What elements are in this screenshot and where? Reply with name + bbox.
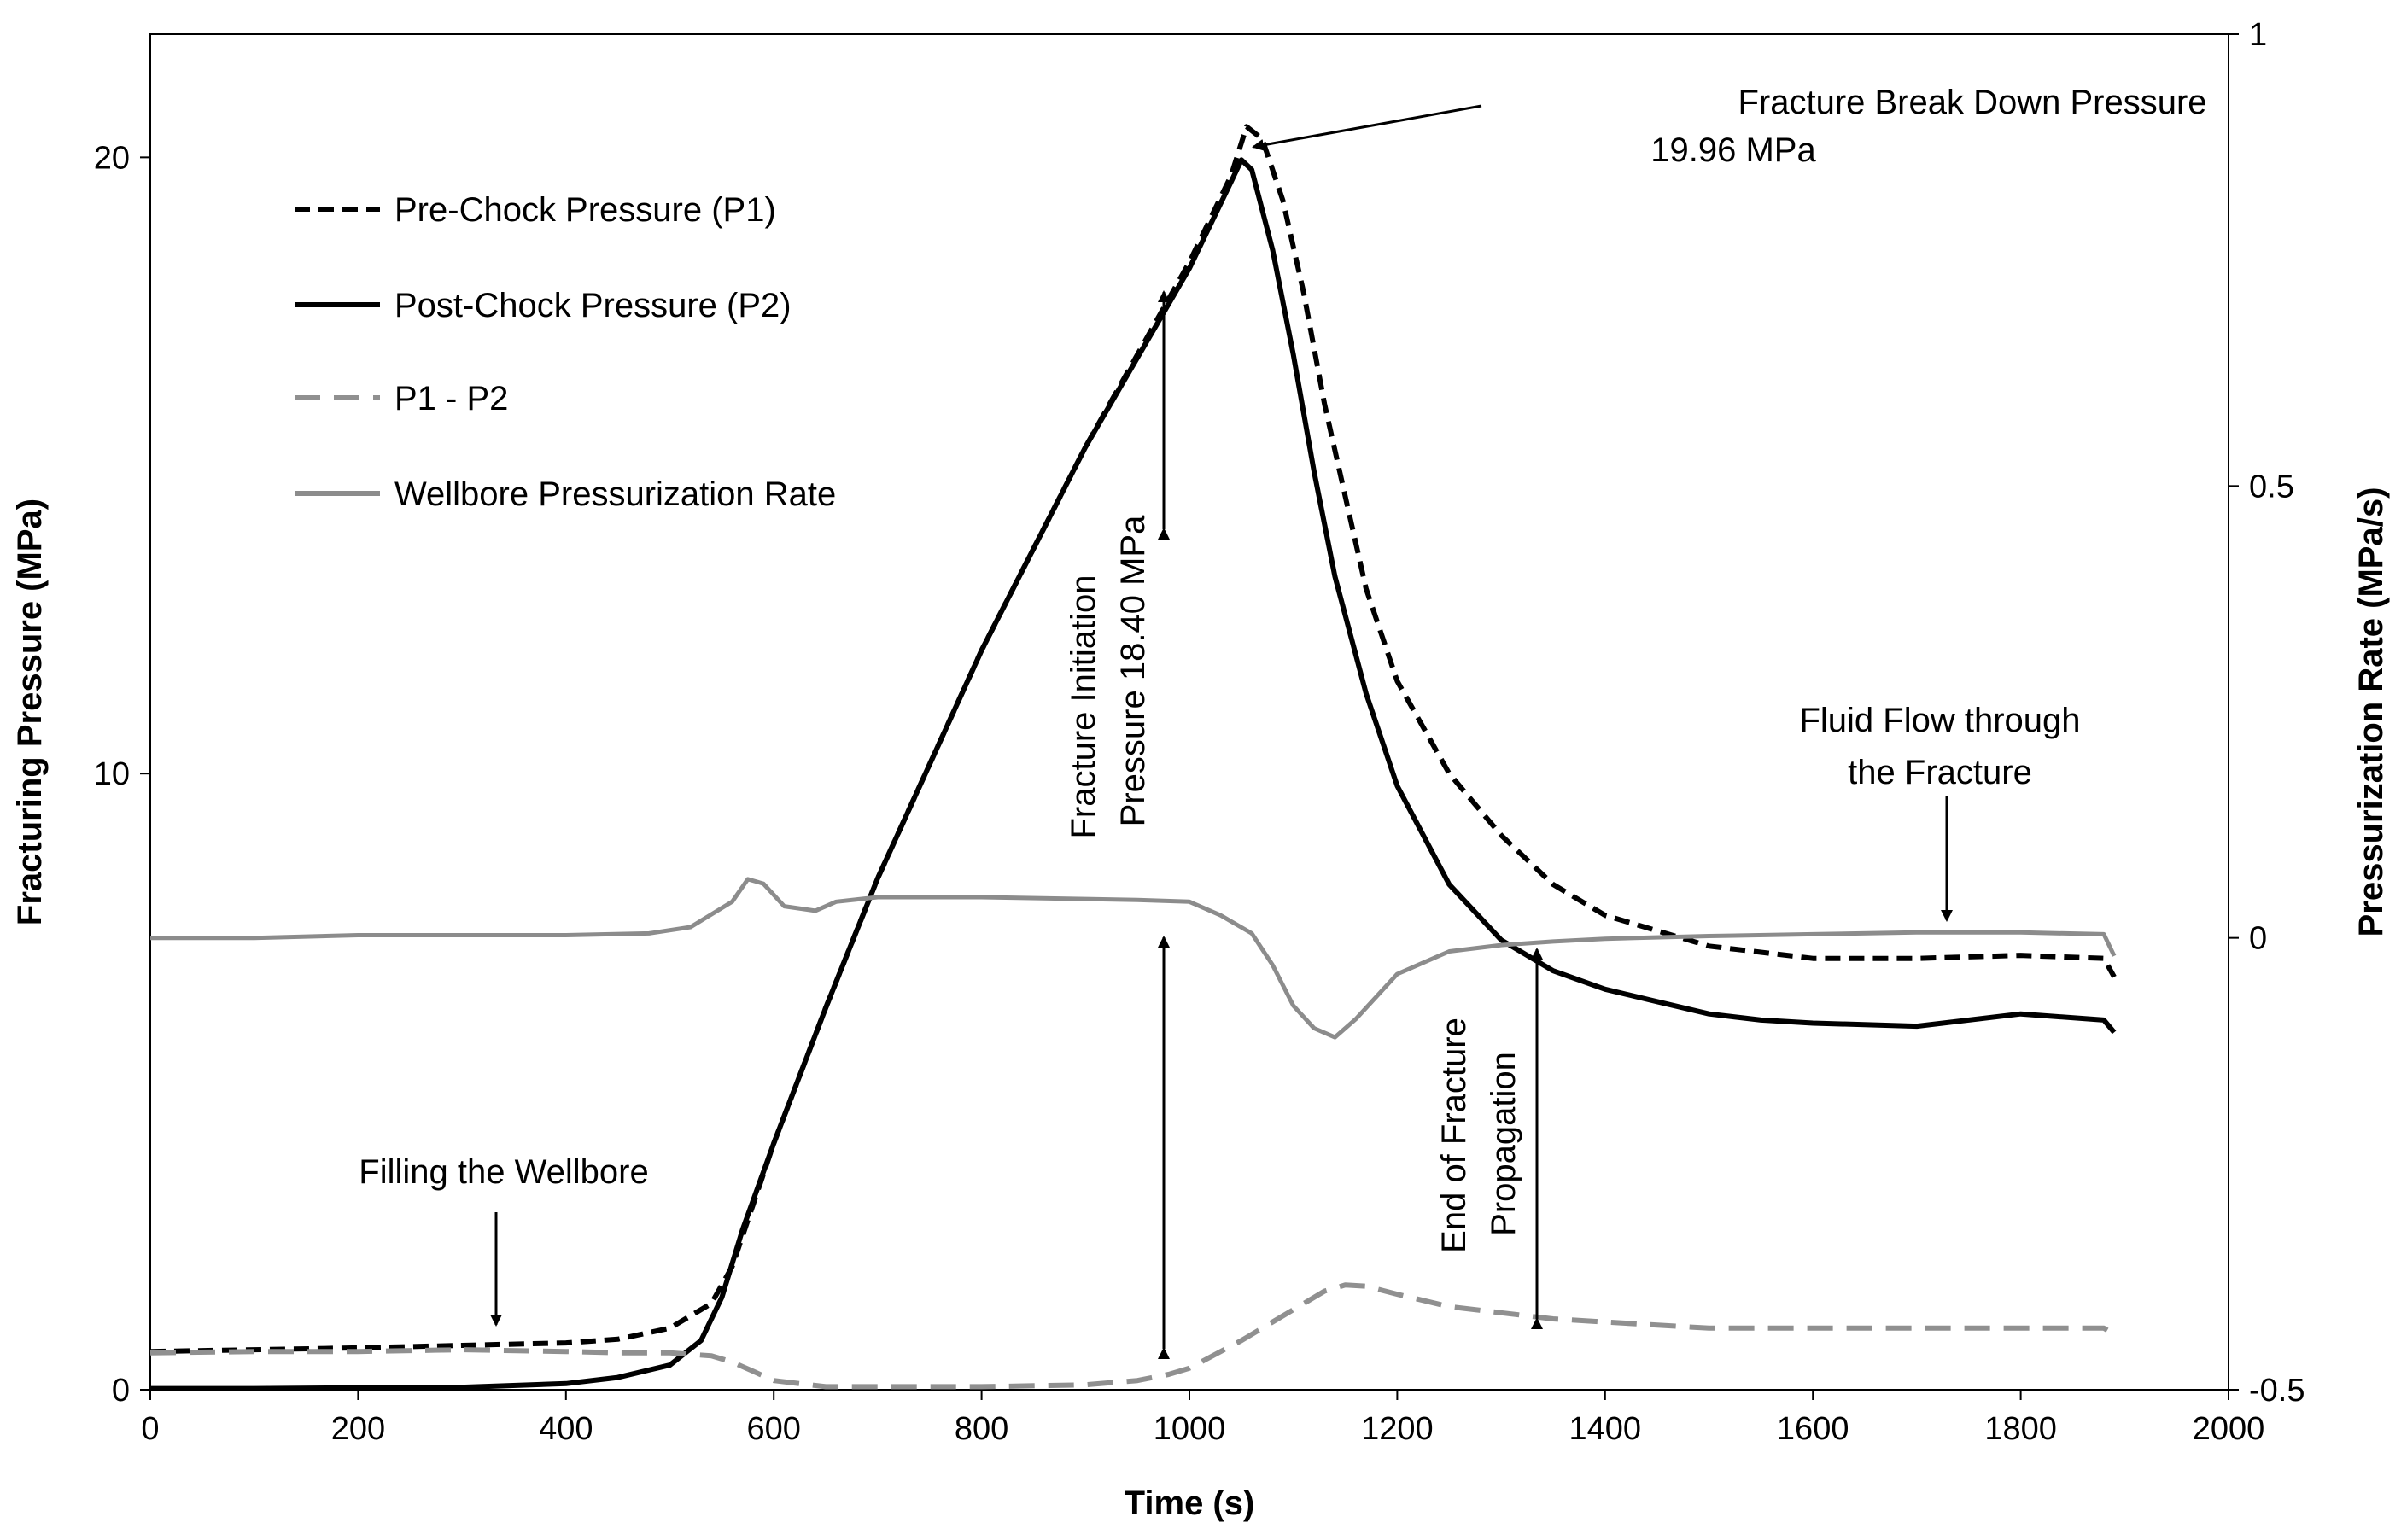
series-diff-line	[149, 1282, 2116, 1390]
x-tick-label: 2000	[2193, 1411, 2265, 1447]
x-tick-label: 400	[539, 1411, 593, 1447]
annotation-filling-label: Filling the Wellbore	[359, 1153, 648, 1191]
x-tick-label: 800	[955, 1411, 1008, 1447]
legend-label-diff: P1 - P2	[394, 380, 508, 417]
x-tick-label: 1600	[1777, 1411, 1849, 1447]
y-tick-label: 10	[94, 756, 130, 792]
annotation-breakdown-line1: Fracture Break Down Pressure	[1738, 84, 2206, 121]
x-tick-label: 1200	[1361, 1411, 1434, 1447]
series-group	[149, 124, 2117, 1391]
legend-label-p2: Post-Chock Pressure (P2)	[394, 287, 792, 324]
annotation-end-propagation: End of Fracture Propagation	[1435, 948, 1543, 1329]
annotation-fluid-flow-line2: the Fracture	[1848, 754, 2032, 791]
annotation-initiation-line2: Pressure 18.40 MPa	[1114, 515, 1152, 826]
x-tick-label: 200	[331, 1411, 385, 1447]
y2-axis-title: Pressurization Rate (MPa/s)	[2352, 487, 2390, 937]
annotation-fluid-flow-line1: Fluid Flow through	[1799, 702, 2080, 739]
series-p2-line	[150, 157, 2117, 1391]
series-rate-line	[150, 877, 2117, 1040]
y-tick-label: 20	[94, 140, 130, 176]
legend-entry-p1: Pre-Chock Pressure (P1)	[295, 191, 776, 229]
legend-label-rate: Wellbore Pressurization Rate	[394, 475, 836, 513]
y2-tick-label: 1	[2249, 17, 2267, 53]
annotation-end-propagation-line1: End of Fracture	[1435, 1018, 1473, 1253]
annotation-initiation: Fracture Initiation Pressure 18.40 MPa	[1065, 290, 1170, 1359]
x-axis-ticks: 0 200 400 600 800 1000 1200 1400 1600 1800 2000	[141, 1390, 2264, 1447]
legend-entry-diff: P1 - P2	[295, 380, 508, 417]
series-p1-line	[149, 124, 2117, 1355]
y-tick-label: 0	[112, 1373, 130, 1409]
x-tick-label: 1800	[1984, 1411, 2057, 1447]
y2-axis-ticks: -0.5 0 0.5 1	[2229, 17, 2305, 1409]
x-tick-label: 0	[141, 1411, 159, 1447]
annotation-breakdown: Fracture Break Down Pressure 19.96 MPa	[1252, 84, 2207, 169]
annotation-breakdown-arrow	[1252, 104, 1482, 151]
y2-tick-label: 0.5	[2249, 469, 2294, 505]
y2-tick-label: -0.5	[2249, 1373, 2305, 1409]
y2-tick-label: 0	[2249, 921, 2267, 957]
annotation-initiation-line1: Fracture Initiation	[1065, 575, 1102, 838]
x-axis-title: Time (s)	[1125, 1485, 1255, 1522]
x-tick-label: 1000	[1154, 1411, 1226, 1447]
annotation-fluid-flow: Fluid Flow through the Fracture	[1799, 702, 2081, 922]
y-axis-ticks: 0 10 20	[94, 140, 150, 1409]
annotation-filling: Filling the Wellbore	[359, 1153, 649, 1327]
legend-label-p1: Pre-Chock Pressure (P1)	[394, 191, 776, 229]
legend: Pre-Chock Pressure (P1) Post-Chock Press…	[295, 191, 836, 513]
x-tick-label: 1400	[1569, 1411, 1642, 1447]
y-axis-title: Fracturing Pressure (MPa)	[11, 499, 49, 925]
x-tick-label: 600	[746, 1411, 800, 1447]
annotation-breakdown-line2: 19.96 MPa	[1650, 131, 1816, 169]
annotation-end-propagation-line2: Propagation	[1485, 1052, 1522, 1236]
legend-entry-rate: Wellbore Pressurization Rate	[295, 475, 836, 513]
legend-entry-p2: Post-Chock Pressure (P2)	[295, 287, 792, 324]
